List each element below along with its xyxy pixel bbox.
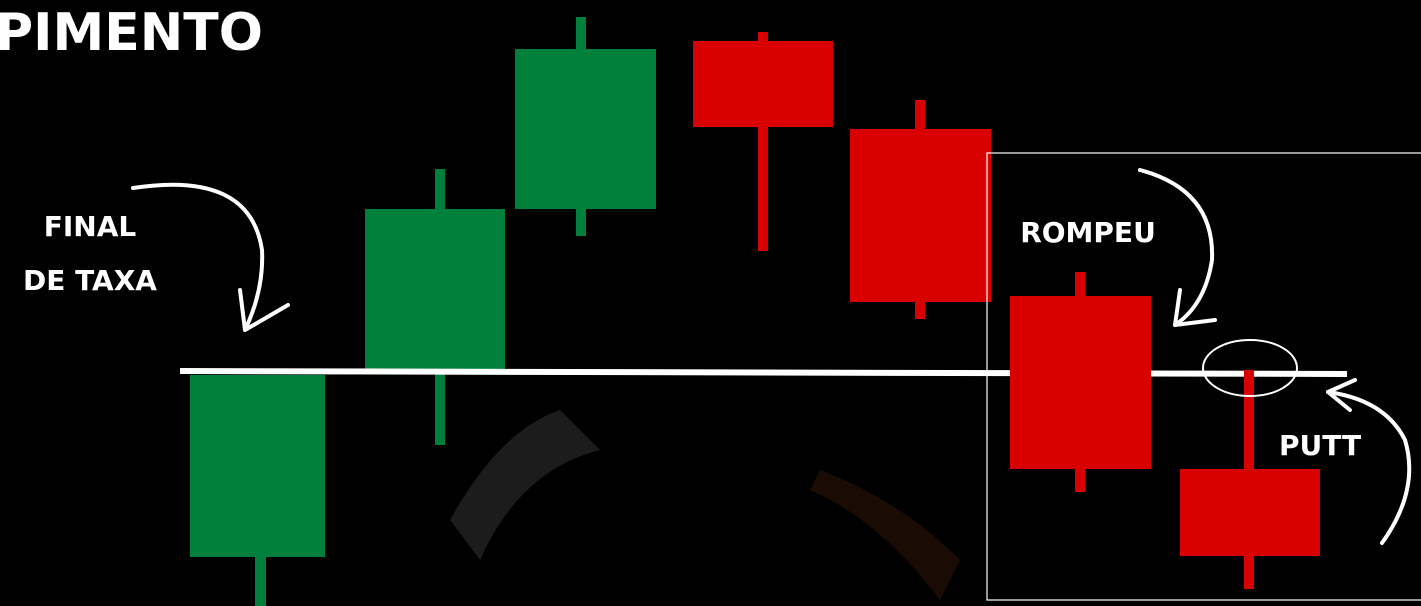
- candle: [515, 17, 656, 236]
- arrow: [1326, 378, 1412, 545]
- candle: [365, 169, 505, 445]
- highlight-box: [986, 152, 1421, 601]
- body: [1010, 296, 1151, 469]
- wick: [758, 32, 768, 251]
- arrow: [131, 182, 290, 332]
- arrow: [1138, 168, 1217, 327]
- wick: [255, 557, 266, 606]
- label: ROMPEU: [1020, 216, 1156, 249]
- watermark: [810, 470, 960, 600]
- candle: [1010, 272, 1151, 492]
- candle: [190, 375, 325, 606]
- title: PIMENTO: [0, 3, 263, 63]
- body: [515, 49, 656, 209]
- body: [693, 41, 833, 127]
- body: [850, 129, 991, 302]
- body: [1180, 469, 1320, 556]
- highlight-circle: [1202, 339, 1298, 397]
- label: DE TAXA: [23, 264, 157, 297]
- level-line: [179, 368, 1348, 377]
- watermark: [450, 410, 600, 560]
- candle: [850, 100, 991, 319]
- label: PUTT: [1279, 429, 1361, 462]
- candle: [693, 32, 833, 251]
- candle: [1180, 370, 1320, 589]
- body: [190, 375, 325, 557]
- body: [365, 209, 505, 370]
- label: FINAL: [44, 210, 137, 243]
